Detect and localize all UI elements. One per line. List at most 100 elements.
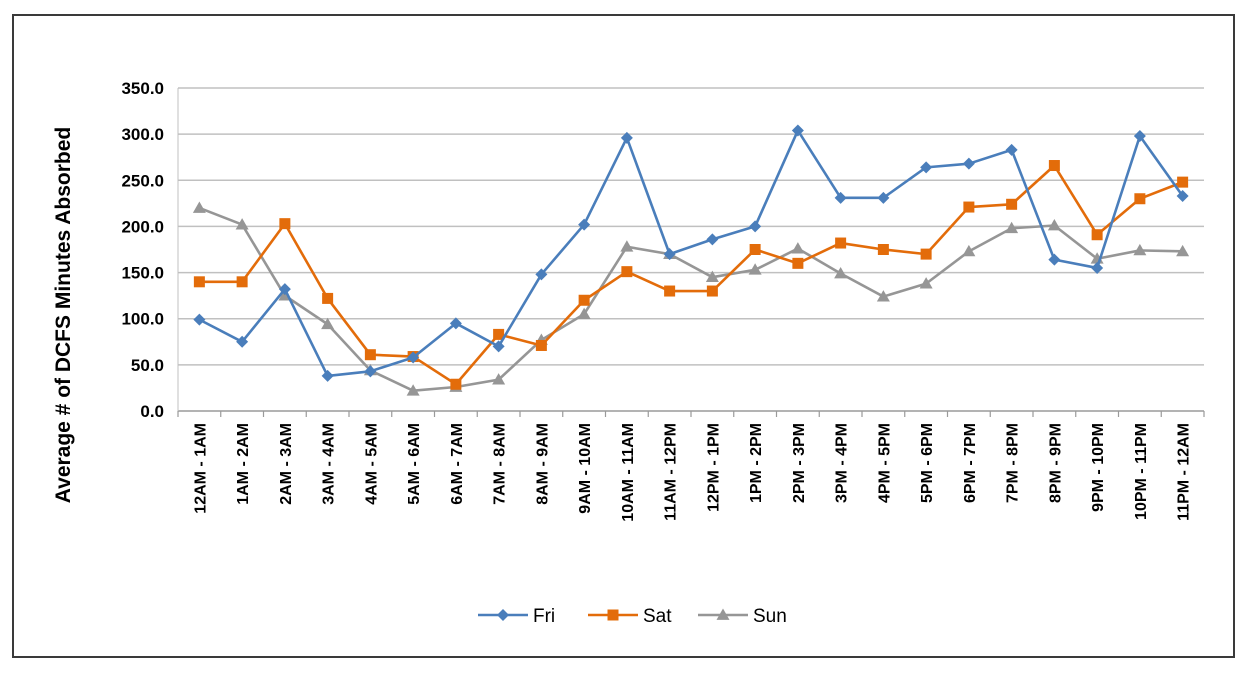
x-tick-labels: 12AM - 1AM 1AM - 2AM 2AM - 3AM 3AM - 4AM 4AM…: [192, 423, 1192, 522]
data-point-fri: [1048, 253, 1061, 266]
x-tick-label: 10AM - 11AM: [620, 423, 637, 522]
data-point-fri: [278, 283, 291, 296]
legend-label: Sun: [753, 606, 787, 627]
series-line-sat: [199, 164, 1184, 386]
data-point-sat: [1091, 229, 1103, 241]
x-tick-label: 6PM - 7PM: [962, 423, 979, 503]
x-tick-label: 7AM - 8AM: [492, 423, 509, 505]
series-sun: [192, 201, 1190, 396]
data-point-fri: [1133, 129, 1146, 142]
legend-label: Fri: [533, 606, 555, 627]
x-tick-label: 7PM - 8PM: [1005, 423, 1022, 503]
legend-entry-fri: Fri: [478, 606, 555, 627]
data-point-fri: [791, 124, 804, 137]
x-tick-label: 6AM - 7AM: [449, 423, 466, 505]
data-point-sun: [1176, 244, 1190, 257]
data-point-sun: [834, 266, 848, 279]
data-point-fri: [492, 340, 505, 353]
data-point-sat: [835, 237, 847, 249]
x-tick-label: 4PM - 5PM: [876, 423, 893, 503]
data-point-fri: [1005, 143, 1018, 156]
data-point-fri: [364, 365, 377, 378]
data-point-sat: [706, 285, 718, 297]
data-point-fri: [706, 233, 719, 246]
data-point-sun: [919, 277, 933, 289]
legend: Fri Sat Sun: [478, 606, 787, 627]
series-fri: [193, 124, 1189, 382]
data-point-sun: [235, 218, 249, 230]
data-point-sat: [749, 244, 761, 255]
data-point-sun: [962, 244, 976, 257]
y-tick-label: 300.0: [121, 125, 164, 144]
x-tick-label: 2PM - 3PM: [791, 423, 808, 503]
data-point-sat: [578, 294, 590, 306]
y-tick-label: 100.0: [121, 310, 164, 329]
data-point-fri: [193, 313, 206, 326]
data-point-fri: [920, 161, 933, 174]
data-point-sun: [1133, 243, 1147, 256]
data-point-fri: [877, 191, 890, 204]
data-point-sat: [920, 248, 932, 260]
data-point-sun: [1047, 219, 1061, 231]
data-point-sat: [877, 244, 889, 255]
data-point-sat: [535, 339, 547, 351]
data-point-fri: [236, 335, 249, 348]
x-tick-label: 2AM - 3AM: [278, 423, 295, 505]
data-point-sat: [664, 285, 676, 297]
x-tick-label: 3PM - 4PM: [834, 423, 851, 503]
y-tick-label: 150.0: [121, 264, 164, 283]
data-point-fri: [962, 157, 975, 170]
x-tick-label: 1PM - 2PM: [748, 423, 765, 503]
x-tick-label: 9AM - 10AM: [577, 423, 594, 514]
data-point-fri: [1091, 261, 1104, 274]
x-tick-label: 10PM - 11PM: [1133, 423, 1150, 520]
data-point-sat: [1134, 193, 1146, 205]
data-point-fri: [749, 220, 762, 233]
x-tick-label: 12PM - 1PM: [705, 423, 722, 512]
data-point-sun: [791, 242, 805, 254]
data-point-fri: [663, 248, 676, 261]
data-point-sat: [236, 276, 248, 288]
y-tick-label: 200.0: [121, 217, 164, 236]
x-tick-label: 11AM - 12PM: [663, 423, 680, 521]
chart-frame: [12, 14, 1235, 658]
data-point-fri: [407, 351, 420, 364]
x-tick-label: 9PM - 10PM: [1090, 423, 1107, 512]
series-line-sun: [198, 206, 1183, 392]
data-point-sat: [621, 266, 633, 278]
x-tick-label: 11PM - 12AM: [1176, 423, 1193, 521]
data-point-sat: [1006, 198, 1018, 210]
x-tick-label: 8AM - 9AM: [534, 423, 551, 505]
data-point-sun: [748, 263, 762, 275]
data-point-fri: [834, 191, 847, 204]
axes: [177, 88, 1205, 417]
data-point-sun: [705, 270, 719, 283]
x-tick-label: 12AM - 1AM: [192, 423, 209, 514]
data-point-sun: [321, 317, 335, 330]
legend-entry-sun: Sun: [698, 606, 787, 627]
y-tick-label: 350.0: [121, 79, 164, 98]
data-point-fri: [1176, 189, 1189, 202]
x-tick-label: 4AM - 5AM: [363, 423, 380, 505]
data-point-fri: [578, 218, 591, 231]
data-point-sun: [577, 307, 591, 319]
y-tick-labels: 0.0 50.0 100.0 150.0 200.0 250.0 300.0 350.0: [121, 79, 164, 421]
data-point-fri: [620, 131, 633, 144]
gridlines: [178, 87, 1204, 366]
data-point-fri: [535, 268, 548, 281]
data-point-sat: [1048, 160, 1060, 172]
data-point-sun: [1005, 221, 1019, 234]
data-point-sun: [620, 240, 634, 252]
series-line-fri: [198, 129, 1184, 378]
data-point-sat: [963, 201, 975, 213]
data-point-sun: [492, 373, 506, 385]
data-point-sat: [364, 349, 376, 361]
y-tick-label: 50.0: [131, 356, 164, 375]
legend-marker: [497, 609, 509, 621]
legend-marker: [716, 608, 730, 620]
series: [192, 124, 1190, 396]
series-sat: [193, 160, 1189, 390]
legend-entry-sat: Sat: [588, 606, 672, 627]
data-point-sat: [792, 257, 804, 269]
